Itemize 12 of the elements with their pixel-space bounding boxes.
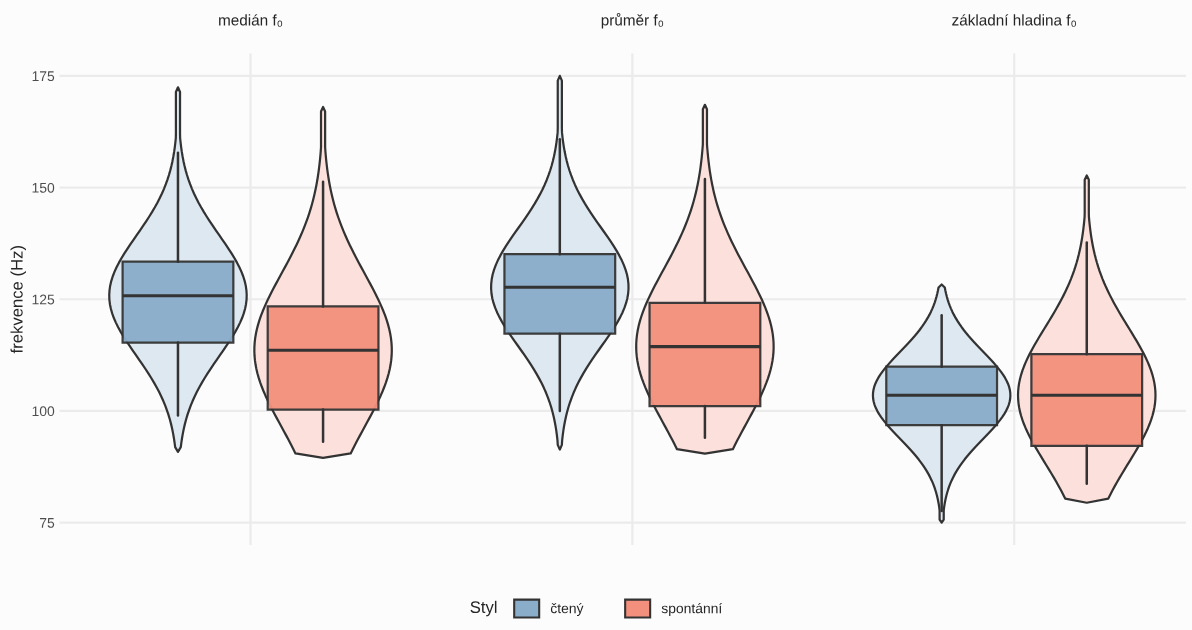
y-tick-label: 125 [32, 294, 55, 305]
y-tick-label: 150 [32, 182, 55, 193]
y-tick-label: 100 [32, 406, 55, 417]
legend-title: Styl [470, 600, 497, 617]
x-tick-label: základní hladina f₀ [952, 14, 1076, 27]
legend-label: čtený [550, 602, 584, 617]
y-tick-label: 175 [32, 71, 55, 82]
x-tick-label: průměr f₀ [601, 13, 664, 29]
x-tick-label: medián f₀ [219, 14, 283, 27]
legend-label: spontánní [661, 602, 723, 617]
y-axis-title: frekvence (Hz) [10, 246, 26, 354]
y-tick-label: 75 [40, 518, 55, 528]
